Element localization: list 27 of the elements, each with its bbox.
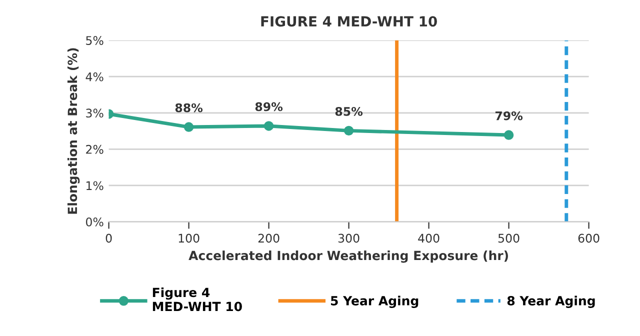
x-tick-label: 100 bbox=[178, 234, 200, 243]
y-tick-label: 4% bbox=[86, 72, 104, 82]
y-axis-title: Elongation at Break (%) bbox=[67, 48, 80, 214]
x-axis-title: Accelerated Indoor Weathering Exposure (hr) bbox=[188, 250, 508, 263]
x-tick-label: 400 bbox=[418, 234, 440, 243]
annotation: 85% bbox=[335, 106, 363, 116]
y-tick-label: 2% bbox=[86, 144, 104, 154]
point bbox=[344, 126, 354, 136]
y-tick-label: 1% bbox=[86, 181, 104, 190]
legend-label: 5 Year Aging bbox=[330, 296, 418, 308]
annotation: 79% bbox=[495, 111, 523, 120]
legend-label: 8 Year Aging bbox=[507, 296, 595, 308]
point bbox=[504, 130, 514, 140]
annotation: 88% bbox=[175, 103, 203, 112]
point bbox=[264, 121, 274, 131]
legend-label: Figure 4 MED-WHT 10 bbox=[152, 287, 242, 312]
y-tick-label: 3% bbox=[86, 108, 104, 118]
chart-title: FIGURE 4 MED-WHT 10 bbox=[261, 16, 437, 27]
y-tick-label: 5% bbox=[86, 36, 104, 45]
x-tick-label: 600 bbox=[578, 234, 600, 243]
y-tick-label: 0% bbox=[86, 217, 104, 226]
x-tick-label: 0 bbox=[106, 234, 112, 243]
x-tick-label: 300 bbox=[338, 234, 360, 243]
x-tick-label: 500 bbox=[498, 234, 520, 243]
point bbox=[184, 122, 194, 132]
x-tick-label: 200 bbox=[258, 234, 280, 243]
annotation: 89% bbox=[255, 102, 283, 112]
